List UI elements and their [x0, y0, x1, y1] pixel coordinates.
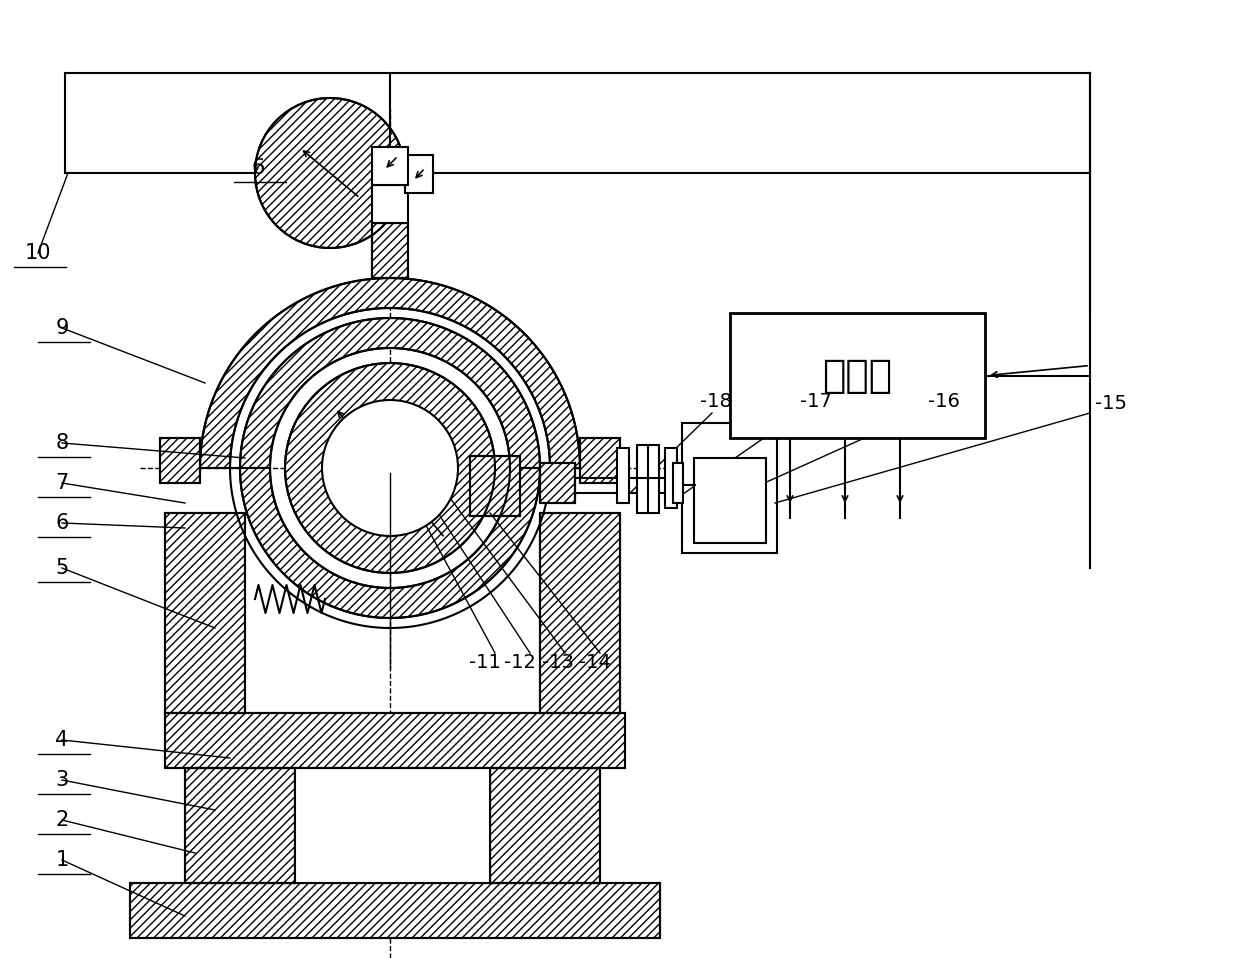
Bar [470, 456, 520, 516]
Text: 2: 2 [56, 810, 68, 830]
Bar [539, 463, 575, 503]
Bar [682, 423, 777, 553]
Bar [130, 883, 660, 938]
Bar [580, 438, 620, 483]
Text: -11: -11 [469, 653, 501, 673]
Bar [694, 458, 766, 543]
Text: -13: -13 [542, 653, 574, 673]
Bar [160, 438, 200, 483]
Bar [160, 438, 200, 483]
Bar [539, 513, 620, 713]
Text: -16: -16 [928, 392, 960, 410]
Bar [185, 768, 295, 883]
Circle shape [255, 98, 405, 248]
Text: -18: -18 [701, 392, 732, 410]
Text: -14: -14 [579, 653, 611, 673]
Circle shape [322, 400, 458, 536]
Bar [490, 768, 600, 883]
Text: 10: 10 [25, 243, 51, 263]
Bar [165, 513, 246, 713]
Bar [165, 713, 625, 768]
Bar [372, 223, 408, 278]
Text: 4: 4 [56, 730, 68, 750]
Bar [372, 223, 408, 278]
Polygon shape [241, 318, 539, 468]
Text: 控制器: 控制器 [822, 356, 893, 395]
Text: 5: 5 [56, 558, 68, 578]
Bar [490, 768, 600, 883]
Text: 3: 3 [56, 770, 68, 790]
Bar [295, 768, 490, 883]
Text: 1: 1 [56, 850, 68, 870]
Bar [637, 445, 658, 513]
Bar [372, 147, 408, 185]
Text: -17: -17 [800, 392, 832, 410]
Text: 6: 6 [56, 513, 68, 533]
Text: 9: 9 [56, 318, 68, 338]
Bar [405, 155, 433, 193]
Polygon shape [200, 278, 580, 468]
Bar [730, 313, 985, 438]
Text: 6: 6 [252, 158, 264, 178]
Polygon shape [241, 468, 539, 618]
Bar [165, 513, 246, 713]
Text: -12: -12 [505, 653, 536, 673]
Bar [130, 883, 660, 938]
Bar [673, 463, 683, 503]
Bar [470, 456, 520, 516]
Bar [665, 448, 677, 508]
Text: 8: 8 [56, 433, 68, 453]
Bar [539, 513, 620, 713]
Bar [372, 185, 408, 223]
Bar [185, 768, 295, 883]
Bar [165, 713, 625, 768]
Text: 7: 7 [56, 473, 68, 493]
Bar [539, 463, 575, 503]
Text: -15: -15 [1095, 394, 1127, 413]
Bar [618, 448, 629, 503]
Bar [580, 438, 620, 483]
Circle shape [285, 363, 495, 573]
